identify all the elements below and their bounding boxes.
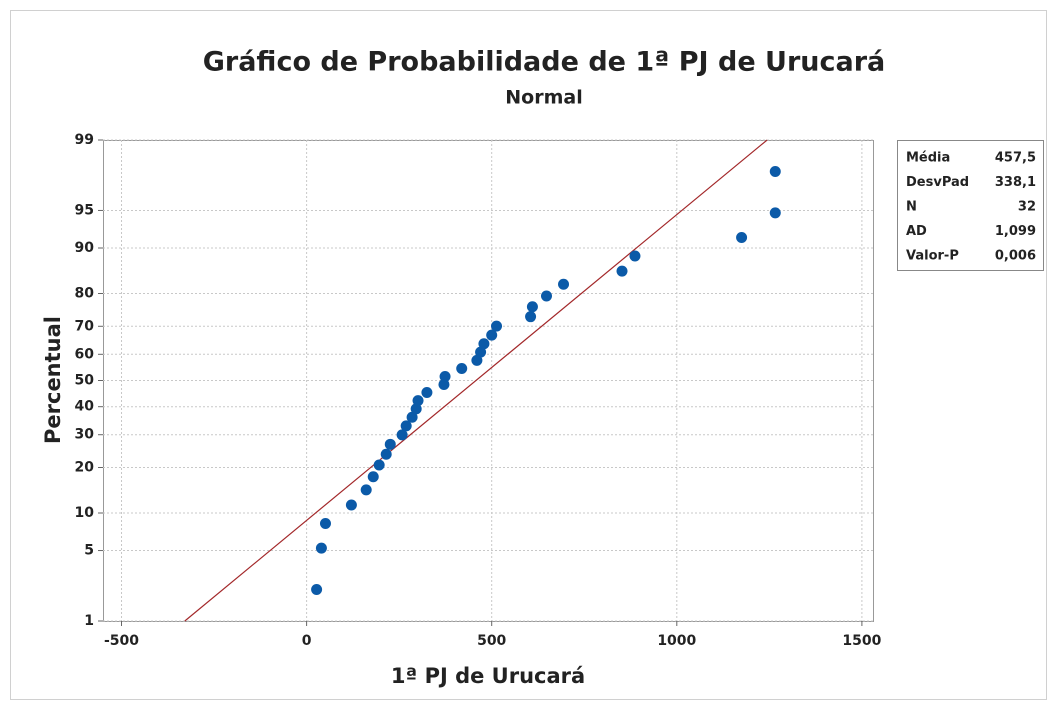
stat-value: 338,1 bbox=[995, 175, 1036, 190]
data-point bbox=[311, 584, 323, 596]
data-point bbox=[360, 484, 372, 496]
data-point bbox=[412, 395, 424, 407]
chart-subtitle: Normal bbox=[505, 87, 582, 109]
y-tick-label: 60 bbox=[75, 346, 95, 362]
y-axis-label: Percentual bbox=[41, 316, 65, 444]
y-tick-label: 10 bbox=[75, 505, 95, 521]
data-point bbox=[406, 411, 418, 423]
x-tick-label: 1000 bbox=[657, 633, 696, 649]
data-point bbox=[315, 542, 327, 554]
stat-label: DesvPad bbox=[906, 175, 969, 190]
data-point bbox=[540, 290, 552, 302]
chart-title: Gráfico de Probabilidade de 1ª PJ de Uru… bbox=[203, 47, 886, 78]
x-tick-label: 0 bbox=[302, 633, 312, 649]
y-tick-label: 80 bbox=[75, 285, 95, 301]
data-point bbox=[380, 448, 392, 460]
data-point bbox=[629, 250, 641, 262]
x-tick-label: 500 bbox=[477, 633, 506, 649]
data-point bbox=[486, 329, 498, 341]
y-tick-label: 90 bbox=[75, 240, 95, 256]
data-point bbox=[421, 387, 433, 399]
data-point bbox=[384, 438, 396, 450]
data-point bbox=[558, 278, 570, 290]
y-tick-label: 1 bbox=[84, 613, 94, 629]
stat-label: Média bbox=[906, 151, 950, 166]
stat-label: N bbox=[906, 200, 917, 215]
data-point bbox=[526, 301, 538, 313]
y-tick-label: 40 bbox=[75, 399, 95, 415]
x-tick-label: -500 bbox=[104, 633, 139, 649]
y-tick-label: 20 bbox=[75, 460, 95, 476]
data-point bbox=[616, 265, 628, 277]
y-tick-label: 30 bbox=[75, 427, 95, 443]
stat-label: AD bbox=[906, 224, 927, 239]
y-tick-label: 95 bbox=[75, 202, 94, 218]
data-point bbox=[319, 517, 331, 529]
data-point bbox=[367, 471, 379, 483]
data-point bbox=[345, 499, 357, 511]
data-point bbox=[491, 320, 503, 332]
data-point bbox=[471, 354, 483, 366]
data-point bbox=[525, 311, 537, 323]
fit-line bbox=[184, 139, 768, 622]
data-point bbox=[410, 403, 422, 415]
stat-value: 457,5 bbox=[995, 151, 1036, 166]
data-point bbox=[736, 232, 748, 244]
y-tick-label: 5 bbox=[84, 543, 94, 559]
data-point bbox=[396, 429, 408, 441]
x-axis-label: 1ª PJ de Urucará bbox=[391, 664, 585, 688]
data-point bbox=[456, 362, 468, 374]
data-point bbox=[373, 459, 385, 471]
y-tick-label: 70 bbox=[75, 318, 95, 334]
data-point bbox=[400, 420, 412, 432]
frame bbox=[10, 10, 1047, 700]
y-tick-label: 99 bbox=[75, 132, 94, 148]
stat-value: 1,099 bbox=[995, 224, 1036, 239]
data-point bbox=[769, 165, 781, 177]
stat-label: Valor-P bbox=[906, 249, 959, 264]
stat-value: 0,006 bbox=[995, 249, 1036, 264]
x-tick-label: 1500 bbox=[842, 633, 881, 649]
y-tick-label: 50 bbox=[75, 373, 95, 389]
data-point bbox=[478, 338, 490, 350]
data-point bbox=[439, 371, 451, 383]
stats-box bbox=[897, 140, 1044, 271]
data-point bbox=[475, 346, 487, 358]
data-point bbox=[769, 207, 781, 219]
stat-value: 32 bbox=[1018, 200, 1036, 215]
